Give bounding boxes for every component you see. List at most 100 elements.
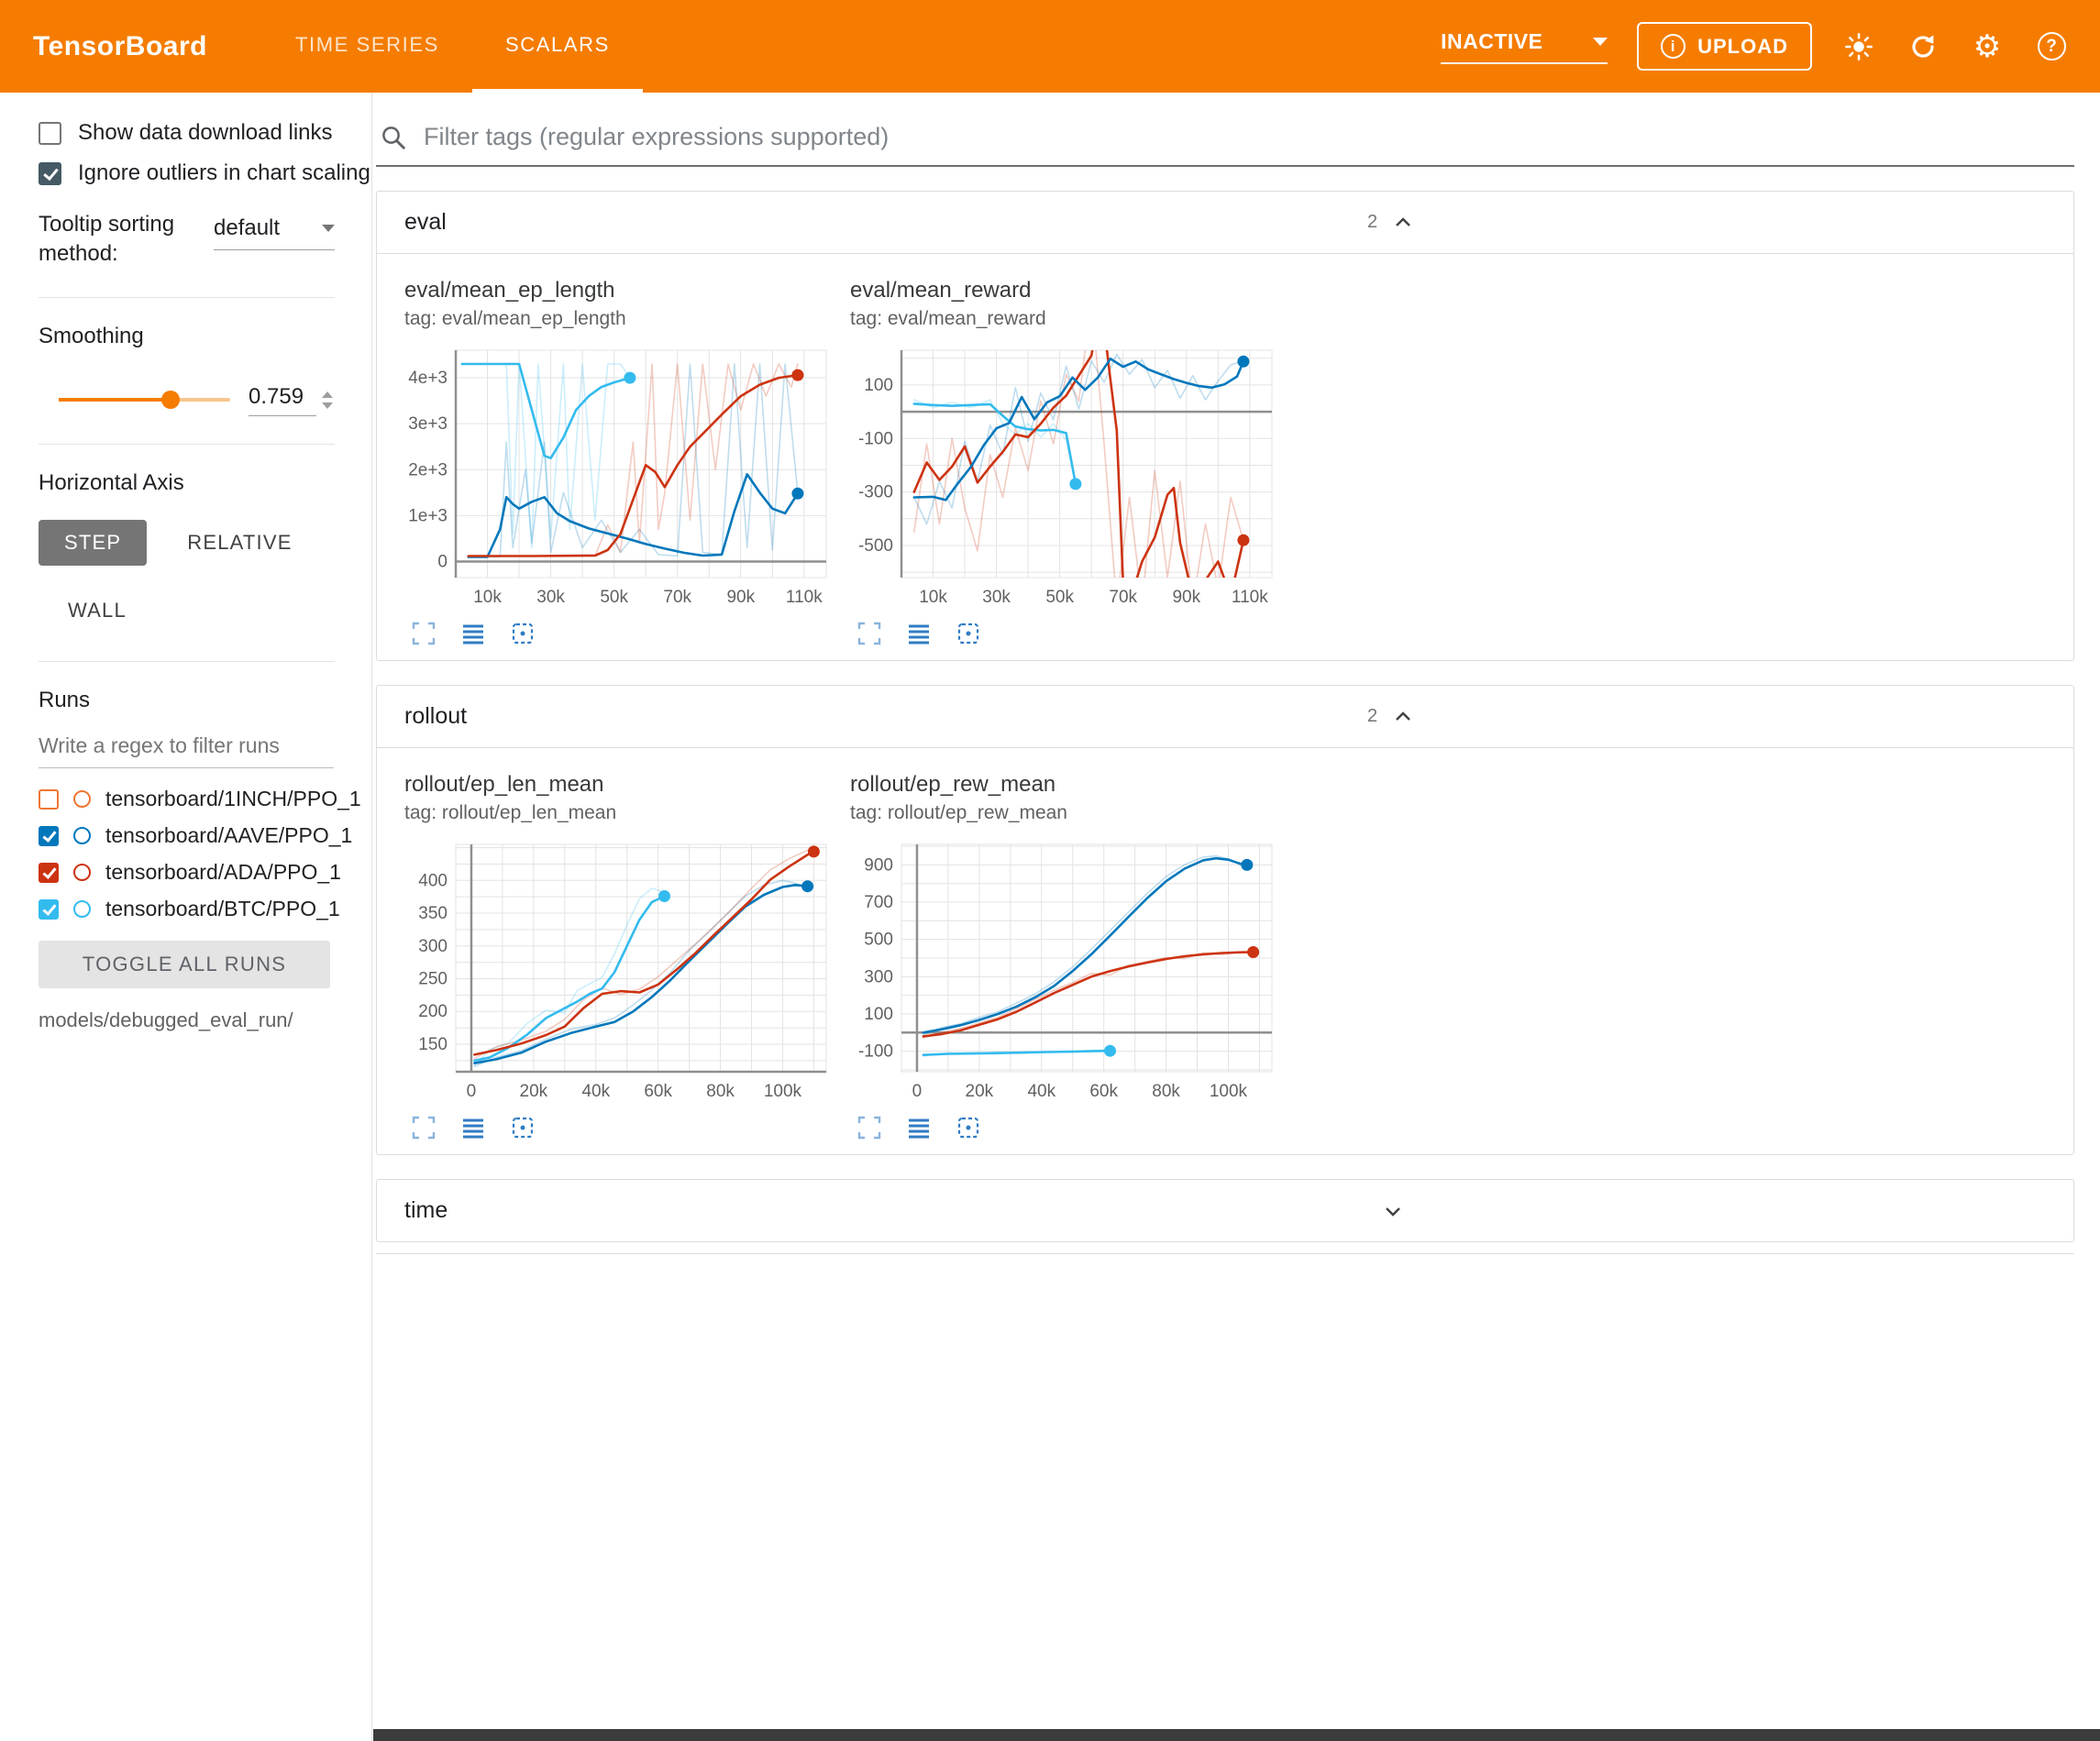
svg-text:100k: 100k xyxy=(764,1082,802,1101)
status-dropdown[interactable]: INACTIVE xyxy=(1441,29,1608,64)
smoothing-stepper[interactable] xyxy=(322,391,333,409)
card-chart-count: 2 xyxy=(1367,212,1378,232)
upload-button[interactable]: i UPLOAD xyxy=(1637,22,1812,71)
fit-to-data-icon[interactable] xyxy=(511,622,535,645)
chart-eval-mean-ep-length: eval/mean_ep_length tag: eval/mean_ep_le… xyxy=(404,278,837,645)
tooltip-sorting-select[interactable]: default xyxy=(214,215,335,250)
fit-to-data-icon[interactable] xyxy=(956,622,980,645)
brightness-icon[interactable] xyxy=(1841,29,1876,64)
tooltip-sorting-value: default xyxy=(214,215,281,240)
axis-relative-button[interactable]: RELATIVE xyxy=(187,530,293,554)
chart-tag: tag: eval/mean_ep_length xyxy=(404,308,626,329)
scalars-dashboard: eval 2 eval/mean_ep_length tag: eval/mea… xyxy=(372,93,2100,1741)
run-row-ada: tensorboard/ADA/PPO_1 xyxy=(39,854,371,891)
collapse-chevron-up-icon[interactable] xyxy=(1390,704,1416,730)
fullscreen-icon[interactable] xyxy=(412,622,436,645)
toggle-all-runs-button[interactable]: TOGGLE ALL RUNS xyxy=(39,940,330,988)
chart-tag: tag: rollout/ep_rew_mean xyxy=(850,802,1067,823)
data-table-icon[interactable] xyxy=(907,622,931,645)
smoothing-slider[interactable] xyxy=(59,391,230,410)
run-label: tensorboard/AAVE/PPO_1 xyxy=(105,823,353,848)
ignore-outliers-checkbox[interactable] xyxy=(39,161,61,185)
show-download-links-label: Show data download links xyxy=(78,120,333,145)
run-label: tensorboard/BTC/PPO_1 xyxy=(105,897,340,921)
horizontal-scrollbar[interactable] xyxy=(373,1729,2100,1741)
refresh-icon[interactable] xyxy=(1906,29,1940,64)
smoothing-slider-knob[interactable] xyxy=(160,391,180,410)
card-rollout-header[interactable]: rollout 2 xyxy=(377,686,2073,748)
run-checkbox[interactable] xyxy=(39,825,59,846)
svg-text:0: 0 xyxy=(437,552,448,571)
chevron-down-icon xyxy=(322,225,335,232)
run-color-swatch xyxy=(73,790,91,809)
run-label: tensorboard/1INCH/PPO_1 xyxy=(105,787,361,811)
app-title: TensorBoard xyxy=(33,30,207,61)
fullscreen-icon[interactable] xyxy=(857,622,881,645)
svg-text:50k: 50k xyxy=(600,588,628,607)
line-chart-plot[interactable]: 10k 30k 50k 70k 90k 110k 0 1e+3 2e+3 3e+3 4e+3 xyxy=(404,341,837,614)
card-title: eval xyxy=(404,209,447,235)
axis-wall-button[interactable]: WALL xyxy=(68,598,127,622)
svg-text:0: 0 xyxy=(467,1082,477,1101)
chart-toolbar xyxy=(404,622,837,645)
card-rollout: rollout 2 rollout/ep_len_mean tag: rollo… xyxy=(376,685,2074,1155)
main-tabs: TIME SERIES SCALARS xyxy=(262,0,643,93)
search-icon xyxy=(382,126,405,149)
tab-time-series[interactable]: TIME SERIES xyxy=(294,32,439,56)
fullscreen-icon[interactable] xyxy=(857,1116,881,1140)
smoothing-value-input[interactable] xyxy=(249,383,316,416)
filter-tags-input[interactable] xyxy=(422,122,2071,152)
svg-text:50k: 50k xyxy=(1045,588,1074,607)
horizontal-axis-heading: Horizontal Axis xyxy=(39,469,184,495)
line-chart-plot[interactable]: 0 20k 40k 60k 80k 100k 150 200 250 300 350 400 xyxy=(404,835,837,1108)
svg-text:700: 700 xyxy=(864,893,893,912)
data-table-icon[interactable] xyxy=(907,1116,931,1140)
svg-text:80k: 80k xyxy=(1152,1082,1180,1101)
status-dropdown-value: INACTIVE xyxy=(1441,28,1543,53)
fit-to-data-icon[interactable] xyxy=(511,1116,535,1140)
line-chart-plot[interactable]: 0 20k 40k 60k 80k 100k -100 100 300 500 700 900 xyxy=(850,835,1283,1108)
svg-text:30k: 30k xyxy=(536,588,565,607)
card-time-header[interactable]: time xyxy=(377,1180,2073,1241)
show-download-links-checkbox[interactable] xyxy=(39,121,61,145)
run-checkbox[interactable] xyxy=(39,788,59,810)
ignore-outliers-label: Ignore outliers in chart scaling xyxy=(78,160,370,185)
settings-gear-icon[interactable]: ⚙ xyxy=(1973,28,2002,64)
expand-chevron-down-icon[interactable] xyxy=(1380,1198,1406,1224)
svg-text:20k: 20k xyxy=(520,1082,548,1101)
fit-to-data-icon[interactable] xyxy=(956,1116,980,1140)
run-color-swatch xyxy=(73,864,91,882)
collapse-chevron-up-icon[interactable] xyxy=(1390,210,1416,236)
run-checkbox[interactable] xyxy=(39,898,59,920)
fullscreen-icon[interactable] xyxy=(412,1116,436,1140)
chart-tag: tag: eval/mean_reward xyxy=(850,308,1046,329)
data-table-icon[interactable] xyxy=(461,1116,485,1140)
stepper-down-icon[interactable] xyxy=(322,402,333,409)
divider xyxy=(39,296,335,298)
card-time: time xyxy=(376,1179,2074,1242)
axis-step-button[interactable]: STEP xyxy=(39,519,148,566)
runs-filter-input[interactable] xyxy=(39,723,334,768)
card-title: time xyxy=(404,1197,448,1223)
card-eval-header[interactable]: eval 2 xyxy=(377,192,2073,254)
svg-text:-100: -100 xyxy=(858,1042,893,1062)
svg-text:70k: 70k xyxy=(663,588,691,607)
svg-text:-300: -300 xyxy=(858,483,893,502)
line-chart-plot[interactable]: 10k 30k 50k 70k 90k 110k 100 -100 -300 -500 xyxy=(850,341,1283,614)
next-card-edge xyxy=(376,1253,2074,1254)
ignore-outliers-row: Ignore outliers in chart scaling xyxy=(39,160,371,186)
run-row-btc: tensorboard/BTC/PPO_1 xyxy=(39,891,371,928)
data-table-icon[interactable] xyxy=(461,622,485,645)
tab-scalars[interactable]: SCALARS xyxy=(471,0,643,93)
chart-title: eval/mean_reward xyxy=(850,278,1032,303)
svg-text:40k: 40k xyxy=(581,1082,610,1101)
smoothing-slider-fill xyxy=(59,398,171,402)
tooltip-sorting-label: Tooltip sorting method: xyxy=(39,212,175,267)
run-checkbox[interactable] xyxy=(39,862,59,883)
run-color-swatch xyxy=(73,827,91,845)
smoothing-heading: Smoothing xyxy=(39,323,144,348)
svg-text:300: 300 xyxy=(418,937,448,956)
stepper-up-icon[interactable] xyxy=(322,391,333,398)
help-icon[interactable]: ? xyxy=(2034,29,2069,64)
run-row-aave: tensorboard/AAVE/PPO_1 xyxy=(39,818,371,854)
